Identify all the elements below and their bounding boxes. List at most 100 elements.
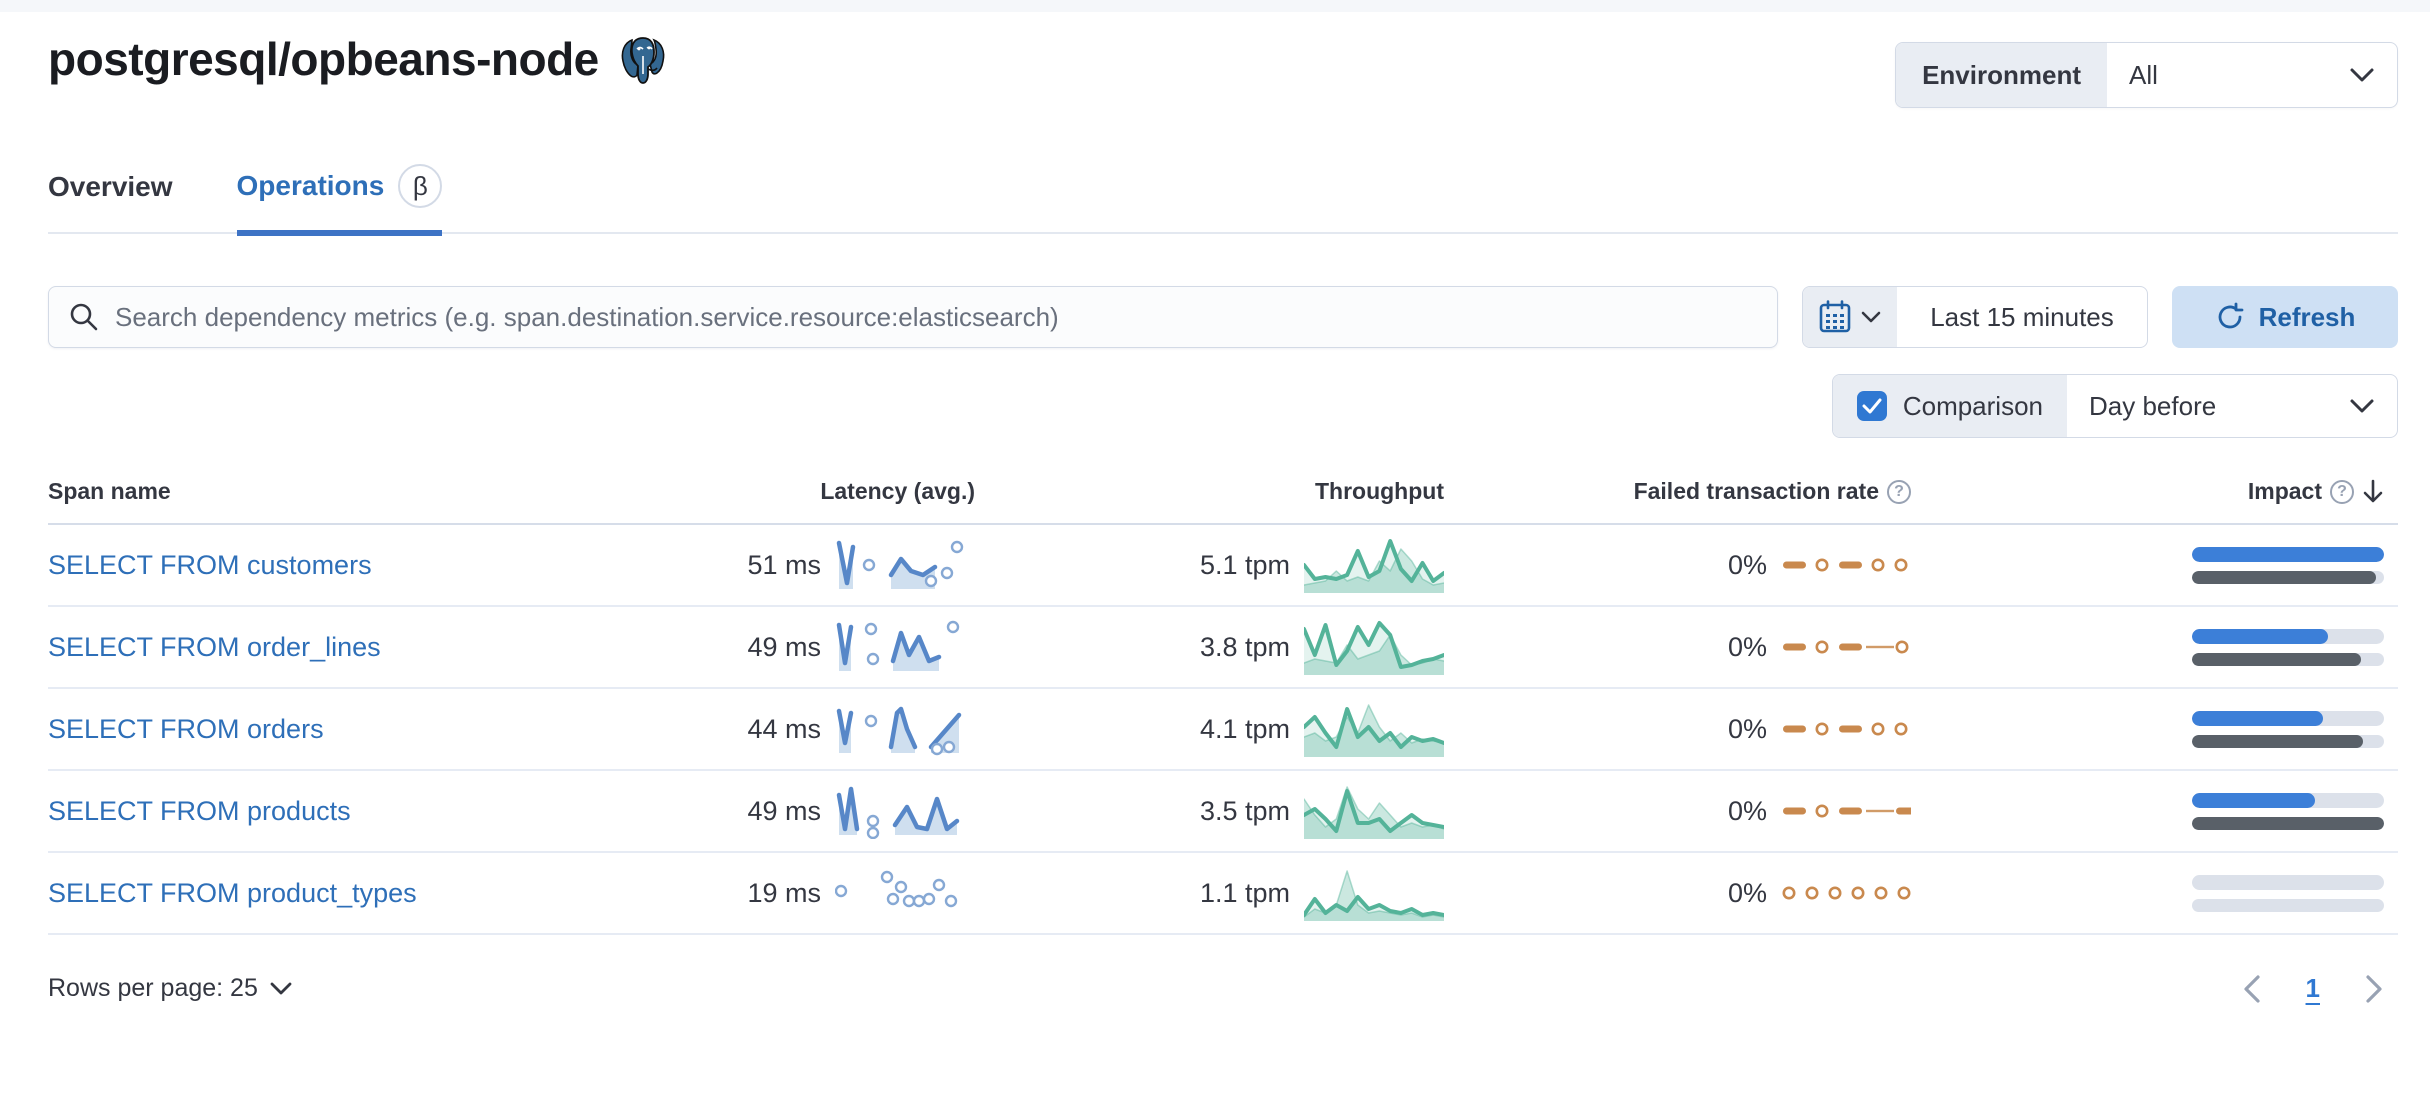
span-name-link[interactable]: SELECT FROM customers xyxy=(48,549,372,580)
tab-operations-label: Operations xyxy=(236,170,385,201)
span-name-link[interactable]: SELECT FROM order_lines xyxy=(48,631,381,662)
impact-cell xyxy=(1911,628,2384,666)
failed-rate-value: 0% xyxy=(1727,549,1767,580)
page-header: postgresql/opbeans-node Environment All xyxy=(48,32,2398,108)
tab-overview-label: Overview xyxy=(48,171,173,202)
chevron-down-icon xyxy=(2350,68,2374,82)
impact-bar-track xyxy=(2192,652,2384,666)
latency-sparkline xyxy=(835,870,958,908)
failed-rate-value: 0% xyxy=(1727,631,1767,662)
table-row: SELECT FROM customers 51 ms 5.1 tpm 0% xyxy=(48,525,2398,607)
column-header-span-name: Span name xyxy=(48,478,171,504)
throughput-value: 5.1 tpm xyxy=(1199,549,1290,580)
chevron-down-icon xyxy=(2350,399,2374,413)
impact-cell xyxy=(1911,546,2384,584)
time-range-label: Last 15 minutes xyxy=(1930,301,2114,332)
impact-bar-previous xyxy=(2192,734,2363,748)
failed-rate-sparkline xyxy=(1783,722,1908,736)
throughput-sparkline xyxy=(1304,704,1444,757)
throughput-value: 3.5 tpm xyxy=(1199,795,1290,826)
pagination: 1 xyxy=(2242,973,2384,1004)
search-box xyxy=(48,286,1778,348)
span-name-link[interactable]: SELECT FROM product_types xyxy=(48,877,417,908)
refresh-label: Refresh xyxy=(2258,301,2356,332)
impact-cell xyxy=(1911,874,2384,912)
tab-overview[interactable]: Overview xyxy=(48,164,173,232)
table-row: SELECT FROM product_types 19 ms 1.1 tpm 0% xyxy=(48,853,2398,935)
impact-bar-current xyxy=(2192,628,2329,644)
latency-value: 49 ms xyxy=(747,631,821,662)
chevron-down-icon xyxy=(270,982,292,994)
comparison-control: Comparison Day before xyxy=(1831,374,2398,438)
impact-bar-track xyxy=(2192,792,2384,808)
next-page-button[interactable] xyxy=(2364,974,2384,1004)
postgresql-logo-icon xyxy=(621,37,665,84)
impact-bar-track xyxy=(2192,570,2384,584)
failed-rate-value: 0% xyxy=(1727,795,1767,826)
table-row: SELECT FROM order_lines 49 ms 3.8 tpm 0% xyxy=(48,607,2398,689)
comparison-label: Comparison xyxy=(1902,390,2043,421)
impact-bar-track xyxy=(2192,710,2384,726)
tab-operations[interactable]: Operations β xyxy=(236,164,443,236)
latency-value: 51 ms xyxy=(747,549,821,580)
rows-per-page-button[interactable]: Rows per page: 25 xyxy=(48,974,292,1003)
latency-value: 49 ms xyxy=(747,795,821,826)
latency-sparkline xyxy=(836,620,960,671)
throughput-sparkline xyxy=(1304,870,1444,921)
failed-rate-sparkline xyxy=(1782,886,1911,900)
impact-bar-current xyxy=(2192,792,2315,808)
rows-per-page-label: Rows per page: 25 xyxy=(48,974,258,1002)
chevron-down-icon xyxy=(1861,311,1881,322)
refresh-icon xyxy=(2218,302,2243,329)
time-range-button[interactable]: Last 15 minutes xyxy=(1897,287,2147,347)
latency-value: 44 ms xyxy=(747,713,821,744)
table-row: SELECT FROM products 49 ms 3.5 tpm 0% xyxy=(48,771,2398,853)
table-header-row: Span name Latency (avg.) Throughput Fail… xyxy=(48,478,2398,525)
previous-page-button[interactable] xyxy=(2242,974,2262,1004)
table-body: SELECT FROM customers 51 ms 5.1 tpm 0% SELEC… xyxy=(48,525,2398,935)
search-input[interactable] xyxy=(115,301,1757,333)
impact-bar-track xyxy=(2192,816,2384,830)
environment-label: Environment xyxy=(1896,43,2107,107)
impact-cell xyxy=(1911,792,2384,830)
impact-bar-previous xyxy=(2192,570,2377,584)
comparison-value: Day before xyxy=(2089,390,2217,421)
check-icon xyxy=(1862,398,1882,414)
impact-cell xyxy=(1911,710,2384,748)
impact-bar-track xyxy=(2192,628,2384,644)
throughput-value: 4.1 tpm xyxy=(1199,713,1290,744)
throughput-value: 3.8 tpm xyxy=(1199,631,1290,662)
throughput-value: 1.1 tpm xyxy=(1199,877,1290,908)
comparison-select[interactable]: Day before xyxy=(2067,375,2397,437)
column-header-failed-rate[interactable]: Failed transaction rate ? xyxy=(1444,478,1911,505)
refresh-button[interactable]: Refresh xyxy=(2172,286,2398,348)
page-title: postgresql/opbeans-node xyxy=(48,33,599,85)
impact-bar-current xyxy=(2192,710,2323,726)
date-picker: Last 15 minutes xyxy=(1802,286,2148,348)
span-name-link[interactable]: SELECT FROM orders xyxy=(48,713,324,744)
impact-bar-previous xyxy=(2192,652,2361,666)
failed-rate-sparkline xyxy=(1783,558,1908,572)
date-picker-calendar-button[interactable] xyxy=(1803,287,1897,347)
environment-select[interactable]: Environment All xyxy=(1895,42,2398,108)
impact-bar-previous xyxy=(2192,816,2384,830)
column-header-latency[interactable]: Latency (avg.) xyxy=(820,478,975,504)
throughput-sparkline xyxy=(1304,621,1444,675)
span-name-link[interactable]: SELECT FROM products xyxy=(48,795,351,826)
info-icon: ? xyxy=(1887,479,1911,504)
info-icon: ? xyxy=(2330,479,2354,504)
throughput-sparkline xyxy=(1304,786,1444,839)
table-footer: Rows per page: 25 1 xyxy=(48,973,2398,1004)
latency-value: 19 ms xyxy=(747,877,821,908)
comparison-checkbox[interactable] xyxy=(1856,391,1887,421)
page-number[interactable]: 1 xyxy=(2305,973,2320,1003)
environment-value: All xyxy=(2129,59,2158,90)
search-icon xyxy=(70,303,98,331)
column-header-impact[interactable]: Impact ? xyxy=(1911,478,2384,505)
beta-badge: β xyxy=(398,164,443,208)
impact-bar-track xyxy=(2192,734,2384,748)
impact-bar-track xyxy=(2192,874,2384,890)
column-header-throughput[interactable]: Throughput xyxy=(1314,478,1444,504)
failed-rate-sparkline xyxy=(1783,804,1911,818)
table-row: SELECT FROM orders 44 ms 4.1 tpm 0% xyxy=(48,689,2398,771)
